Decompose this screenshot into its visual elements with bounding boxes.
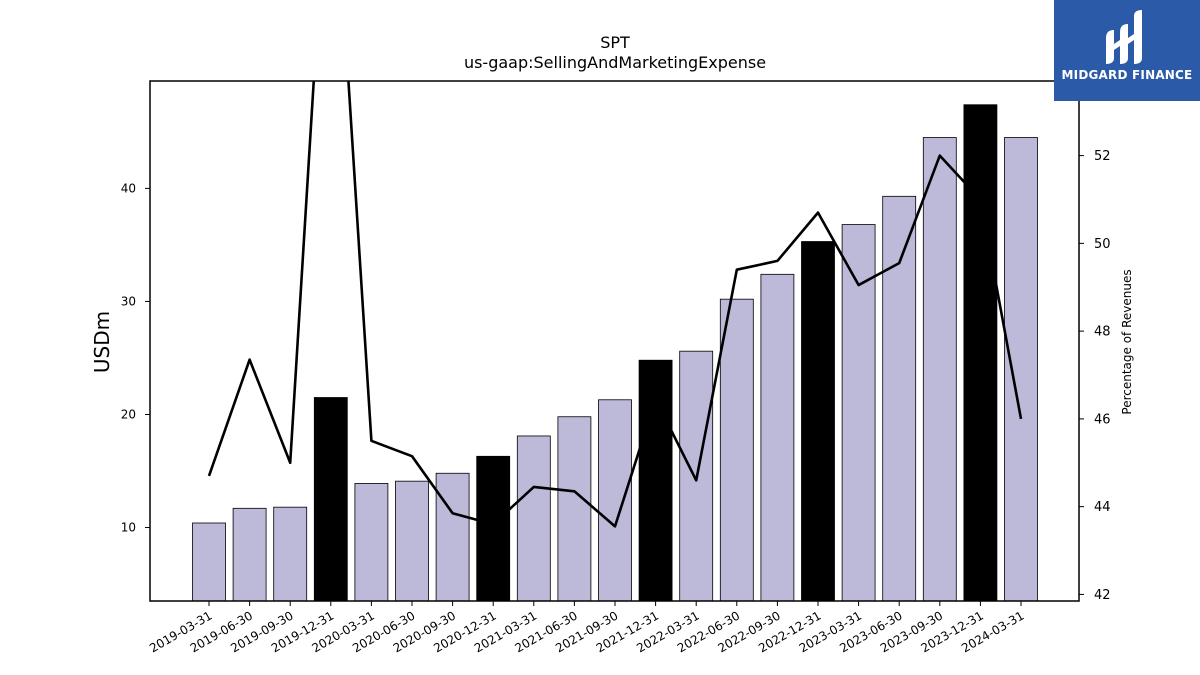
- bar-2023-06-30: [882, 195, 917, 602]
- bar-2019-06-30: [232, 507, 267, 602]
- y-axis-right-label: Percentage of Revenues: [1120, 269, 1134, 414]
- bar-2020-12-31: [476, 455, 511, 602]
- bar-2021-12-31: [638, 359, 673, 602]
- percentage-line: [207, 81, 1023, 528]
- y-tick-label: 40: [121, 181, 136, 195]
- y-right-tick-label: 52: [1094, 149, 1111, 164]
- y-right-tick-label: 42: [1094, 588, 1111, 603]
- y-right-tick-label: 46: [1094, 412, 1111, 427]
- y-axis-left: 10 20 30 40: [121, 181, 150, 535]
- bar-2022-12-31: [801, 241, 835, 602]
- brand-logo: MIDGARD FINANCE: [1054, 0, 1200, 101]
- bars-group: [192, 104, 1038, 602]
- bar-2019-03-31: [192, 522, 226, 602]
- chart-subtitle: us-gaap:SellingAndMarketingExpense: [464, 53, 766, 72]
- y-tick-label: 20: [121, 407, 136, 421]
- line-group: [207, 81, 1023, 528]
- bar-2020-03-31: [354, 483, 389, 602]
- bar-2022-09-30: [760, 273, 795, 602]
- bar-2021-06-30: [557, 416, 592, 602]
- bar-2021-03-31: [516, 435, 551, 602]
- bar-2020-09-30: [435, 472, 470, 602]
- y-right-tick-label: 48: [1094, 325, 1111, 340]
- bar-2020-06-30: [395, 480, 429, 602]
- bar-2023-03-31: [841, 224, 876, 602]
- y-tick-label: 30: [121, 294, 136, 308]
- bar-2019-12-31: [313, 397, 348, 602]
- logo-text: MIDGARD FINANCE: [1061, 68, 1193, 82]
- bar-2023-12-31: [963, 104, 998, 602]
- bar-2019-09-30: [273, 506, 308, 602]
- bar-2023-09-30: [922, 137, 957, 602]
- bar-2021-09-30: [598, 399, 632, 602]
- y-tick-label: 10: [121, 521, 136, 535]
- y-right-tick-label: 50: [1094, 237, 1111, 252]
- y-axis-label: USDm: [90, 311, 114, 373]
- y-axis-right: 42 44 46 48 50 52: [1079, 149, 1111, 603]
- logo-mark-icon: [1106, 10, 1142, 64]
- bar-2022-06-30: [719, 298, 754, 602]
- chart-title: SPT: [600, 33, 630, 52]
- x-axis: 2019-03-312019-06-302019-09-302019-12-31…: [147, 601, 1027, 655]
- y-right-tick-label: 44: [1094, 500, 1111, 515]
- bar-2024-03-31: [1004, 137, 1038, 602]
